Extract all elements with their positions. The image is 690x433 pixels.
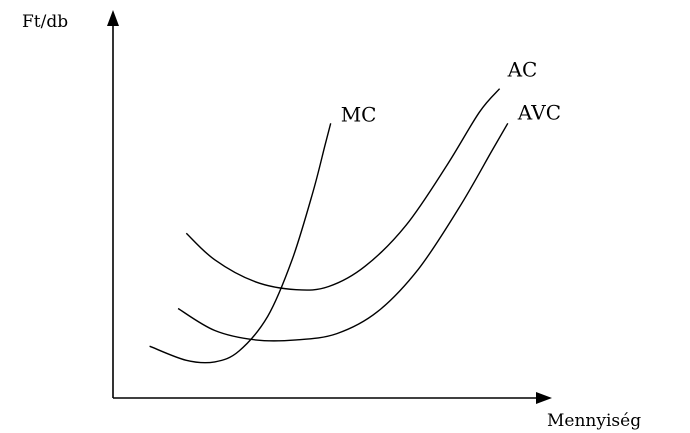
series-label-ac: AC	[507, 58, 538, 82]
curve-mc	[149, 123, 332, 364]
series-label-mc: MC	[341, 102, 377, 126]
curve-ac	[185, 88, 501, 291]
y-axis-arrowhead	[107, 10, 119, 26]
x-axis-arrowhead	[536, 392, 552, 404]
labels: Ft/db Mennyiség AC AVC MC	[22, 12, 641, 431]
y-axis-label: Ft/db	[22, 12, 68, 32]
series-label-avc: AVC	[517, 100, 561, 124]
curves	[149, 88, 509, 364]
x-axis-label: Mennyiség	[547, 411, 641, 431]
curve-avc	[177, 122, 509, 342]
axes	[107, 10, 552, 404]
